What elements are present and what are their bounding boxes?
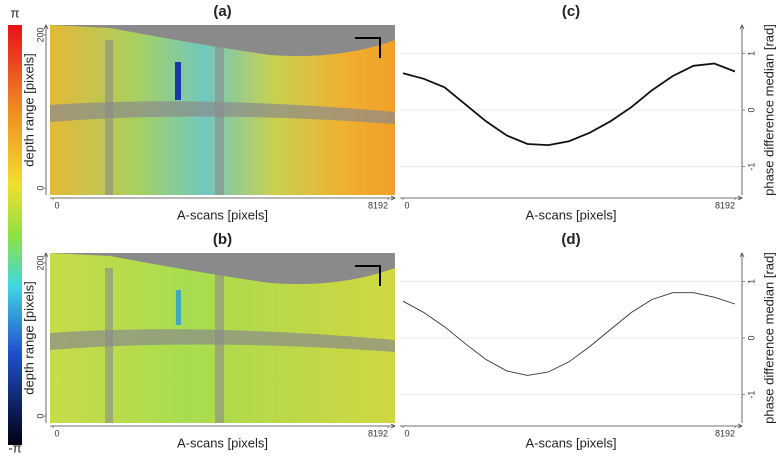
x-tick-label: 8192 bbox=[715, 200, 735, 210]
y-tick-label: -1 bbox=[746, 391, 756, 399]
x-axis-label: A-scans [pixels] bbox=[177, 435, 268, 450]
y-tick-label: 200 bbox=[35, 27, 45, 42]
x-tick-label: 8192 bbox=[715, 428, 735, 438]
y-axis-label: depth range [pixels] bbox=[21, 281, 36, 394]
line bbox=[402, 292, 736, 376]
y-tick-label: 0 bbox=[746, 107, 756, 112]
y-tick-label: 200 bbox=[35, 255, 45, 270]
line bbox=[402, 62, 736, 147]
panel-title: (b) bbox=[213, 231, 232, 248]
y-axis bbox=[43, 252, 49, 423]
x-axis-label: A-scans [pixels] bbox=[525, 207, 616, 222]
y-tick-label: 1 bbox=[746, 51, 756, 56]
x-axis-label: A-scans [pixels] bbox=[525, 435, 616, 450]
x-axis bbox=[400, 195, 743, 201]
y-tick-label: 0 bbox=[35, 186, 45, 191]
x-tick-label: 0 bbox=[54, 428, 59, 438]
y-axis-label: phase difference median [rad] bbox=[761, 24, 776, 196]
y-tick-label: -1 bbox=[746, 163, 756, 171]
x-tick-label: 0 bbox=[404, 428, 409, 438]
y-tick-label: 1 bbox=[746, 279, 756, 284]
x-tick-label: 8192 bbox=[368, 428, 388, 438]
colorbar-max: π bbox=[11, 5, 20, 20]
y-axis-label: phase difference median [rad] bbox=[761, 252, 776, 424]
x-axis bbox=[400, 423, 743, 429]
y-axis-label: depth range [pixels] bbox=[21, 53, 36, 166]
x-tick-label: 8192 bbox=[368, 200, 388, 210]
panel-title: (c) bbox=[562, 3, 580, 20]
x-tick-label: 0 bbox=[54, 200, 59, 210]
image-b bbox=[50, 253, 395, 423]
x-axis bbox=[50, 423, 396, 429]
y-tick-label: 0 bbox=[35, 414, 45, 419]
panel-title: (a) bbox=[213, 3, 231, 20]
y-axis bbox=[43, 24, 49, 195]
panel-title: (d) bbox=[561, 231, 580, 248]
x-axis bbox=[50, 195, 396, 201]
x-axis-label: A-scans [pixels] bbox=[177, 207, 268, 222]
x-tick-label: 0 bbox=[404, 200, 409, 210]
colorbar bbox=[8, 25, 22, 445]
y-tick-label: 0 bbox=[746, 335, 756, 340]
image-a bbox=[50, 25, 395, 195]
colorbar-min: -π bbox=[8, 440, 21, 455]
